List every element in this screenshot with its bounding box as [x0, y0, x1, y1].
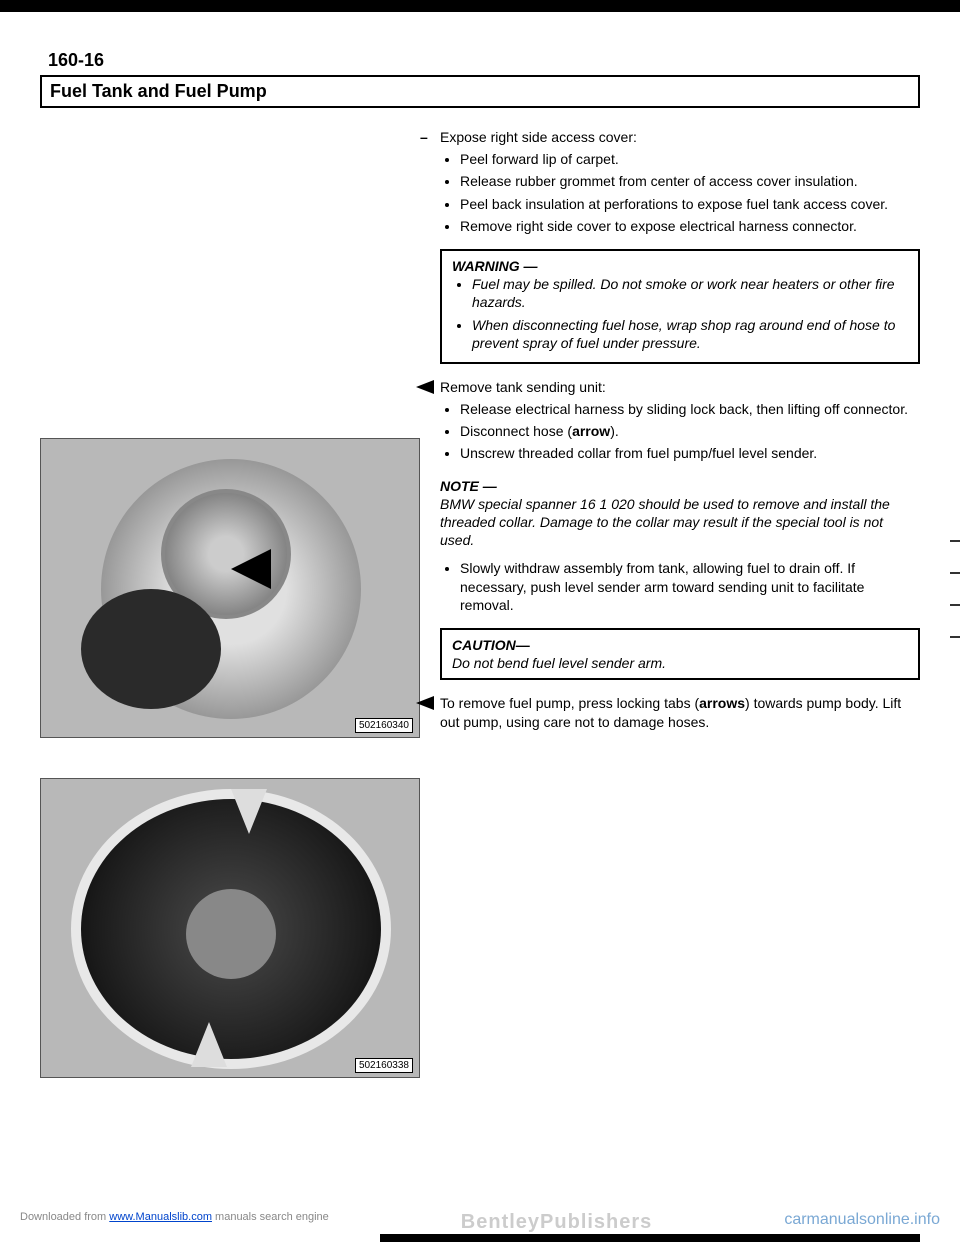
bullet-item: Unscrew threaded collar from fuel pump/f…: [460, 444, 920, 462]
left-column: 502160340 502160338: [40, 128, 420, 1118]
bold-text: arrow: [572, 423, 610, 439]
pointer-icon: [416, 380, 434, 398]
bottom-border: [380, 1234, 920, 1242]
figure-2-number: 502160338: [355, 1058, 413, 1073]
note-body: BMW special spanner 16 1 020 should be u…: [440, 495, 920, 550]
bullet-item: Release rubber grommet from center of ac…: [460, 172, 920, 190]
tick-mark: [950, 604, 960, 606]
page-footer: Downloaded from www.Manualslib.com manua…: [0, 1211, 960, 1234]
tick-mark: [950, 636, 960, 638]
bullet-item: Disconnect hose (arrow).: [460, 422, 920, 440]
figure-1-arrow-icon: [231, 549, 271, 589]
step-bullets: Peel forward lip of carpet. Release rubb…: [440, 150, 920, 235]
tick-mark: [950, 572, 960, 574]
figure-1-cover-disc: [81, 589, 221, 709]
text: Disconnect hose (: [460, 423, 572, 439]
page-content: 160-16 Fuel Tank and Fuel Pump 502160340…: [0, 0, 960, 1118]
section-title-box: Fuel Tank and Fuel Pump: [40, 75, 920, 108]
figure-1-number: 502160340: [355, 718, 413, 733]
text: To remove fuel pump, press locking tabs …: [440, 695, 699, 711]
post-note-bullets: Slowly withdraw assembly from tank, allo…: [440, 559, 920, 614]
step-lead: Remove tank sending unit:: [440, 378, 920, 396]
bullet-item: Peel back insulation at perforations to …: [460, 195, 920, 213]
figure-2-arrow-top-icon: [231, 789, 267, 834]
figure-2: 502160338: [40, 778, 420, 1078]
section-title: Fuel Tank and Fuel Pump: [50, 81, 267, 101]
warning-item: Fuel may be spilled. Do not smoke or wor…: [472, 275, 908, 311]
page-number: 160-16: [48, 50, 920, 71]
text: ).: [610, 423, 619, 439]
tick-mark: [950, 540, 960, 542]
caution-body: Do not bend fuel level sender arm.: [452, 654, 908, 672]
step-lead: Expose right side access cover:: [440, 128, 920, 146]
bullet-item: Slowly withdraw assembly from tank, allo…: [460, 559, 920, 614]
footer-site: carmanualsonline.info: [784, 1211, 940, 1234]
note-title: NOTE: [440, 477, 920, 495]
caution-title: CAUTION: [452, 637, 516, 653]
footer-text: Downloaded from: [20, 1211, 109, 1223]
footer-text: manuals search engine: [212, 1211, 329, 1223]
warning-title: WARNING: [452, 257, 908, 275]
caution-dash: —: [516, 637, 530, 653]
step-bullets: Release electrical harness by sliding lo…: [440, 400, 920, 463]
top-border: [0, 0, 960, 12]
margin-ticks: [950, 540, 960, 668]
step-remove-sending-unit: Remove tank sending unit: Release electr…: [440, 378, 920, 463]
content-area: 502160340 502160338 – Expose right side …: [40, 128, 920, 1118]
warning-items: Fuel may be spilled. Do not smoke or wor…: [452, 275, 908, 352]
right-column: – Expose right side access cover: Peel f…: [440, 128, 920, 1118]
step-remove-pump: To remove fuel pump, press locking tabs …: [440, 694, 920, 730]
pointer-icon: [416, 696, 434, 714]
step-text: To remove fuel pump, press locking tabs …: [440, 694, 920, 730]
bullet-item: Peel forward lip of carpet.: [460, 150, 920, 168]
warning-item: When disconnecting fuel hose, wrap shop …: [472, 316, 908, 352]
caution-box: CAUTION— Do not bend fuel level sender a…: [440, 628, 920, 680]
bold-text: arrows: [699, 695, 745, 711]
note-block: NOTE BMW special spanner 16 1 020 should…: [440, 477, 920, 614]
figure-2-arrow-bottom-icon: [191, 1022, 227, 1067]
bullet-item: Remove right side cover to expose electr…: [460, 217, 920, 235]
footer-link[interactable]: www.Manualslib.com: [109, 1211, 212, 1223]
bullet-item: Release electrical harness by sliding lo…: [460, 400, 920, 418]
step-expose-cover: – Expose right side access cover: Peel f…: [440, 128, 920, 235]
dash-marker-icon: –: [420, 128, 428, 146]
footer-watermark: BentleyPublishers: [461, 1211, 653, 1234]
footer-left: Downloaded from www.Manualslib.com manua…: [20, 1211, 329, 1234]
figure-2-pump-body: [186, 889, 276, 979]
warning-box: WARNING Fuel may be spilled. Do not smok…: [440, 249, 920, 364]
figure-1: 502160340: [40, 438, 420, 738]
